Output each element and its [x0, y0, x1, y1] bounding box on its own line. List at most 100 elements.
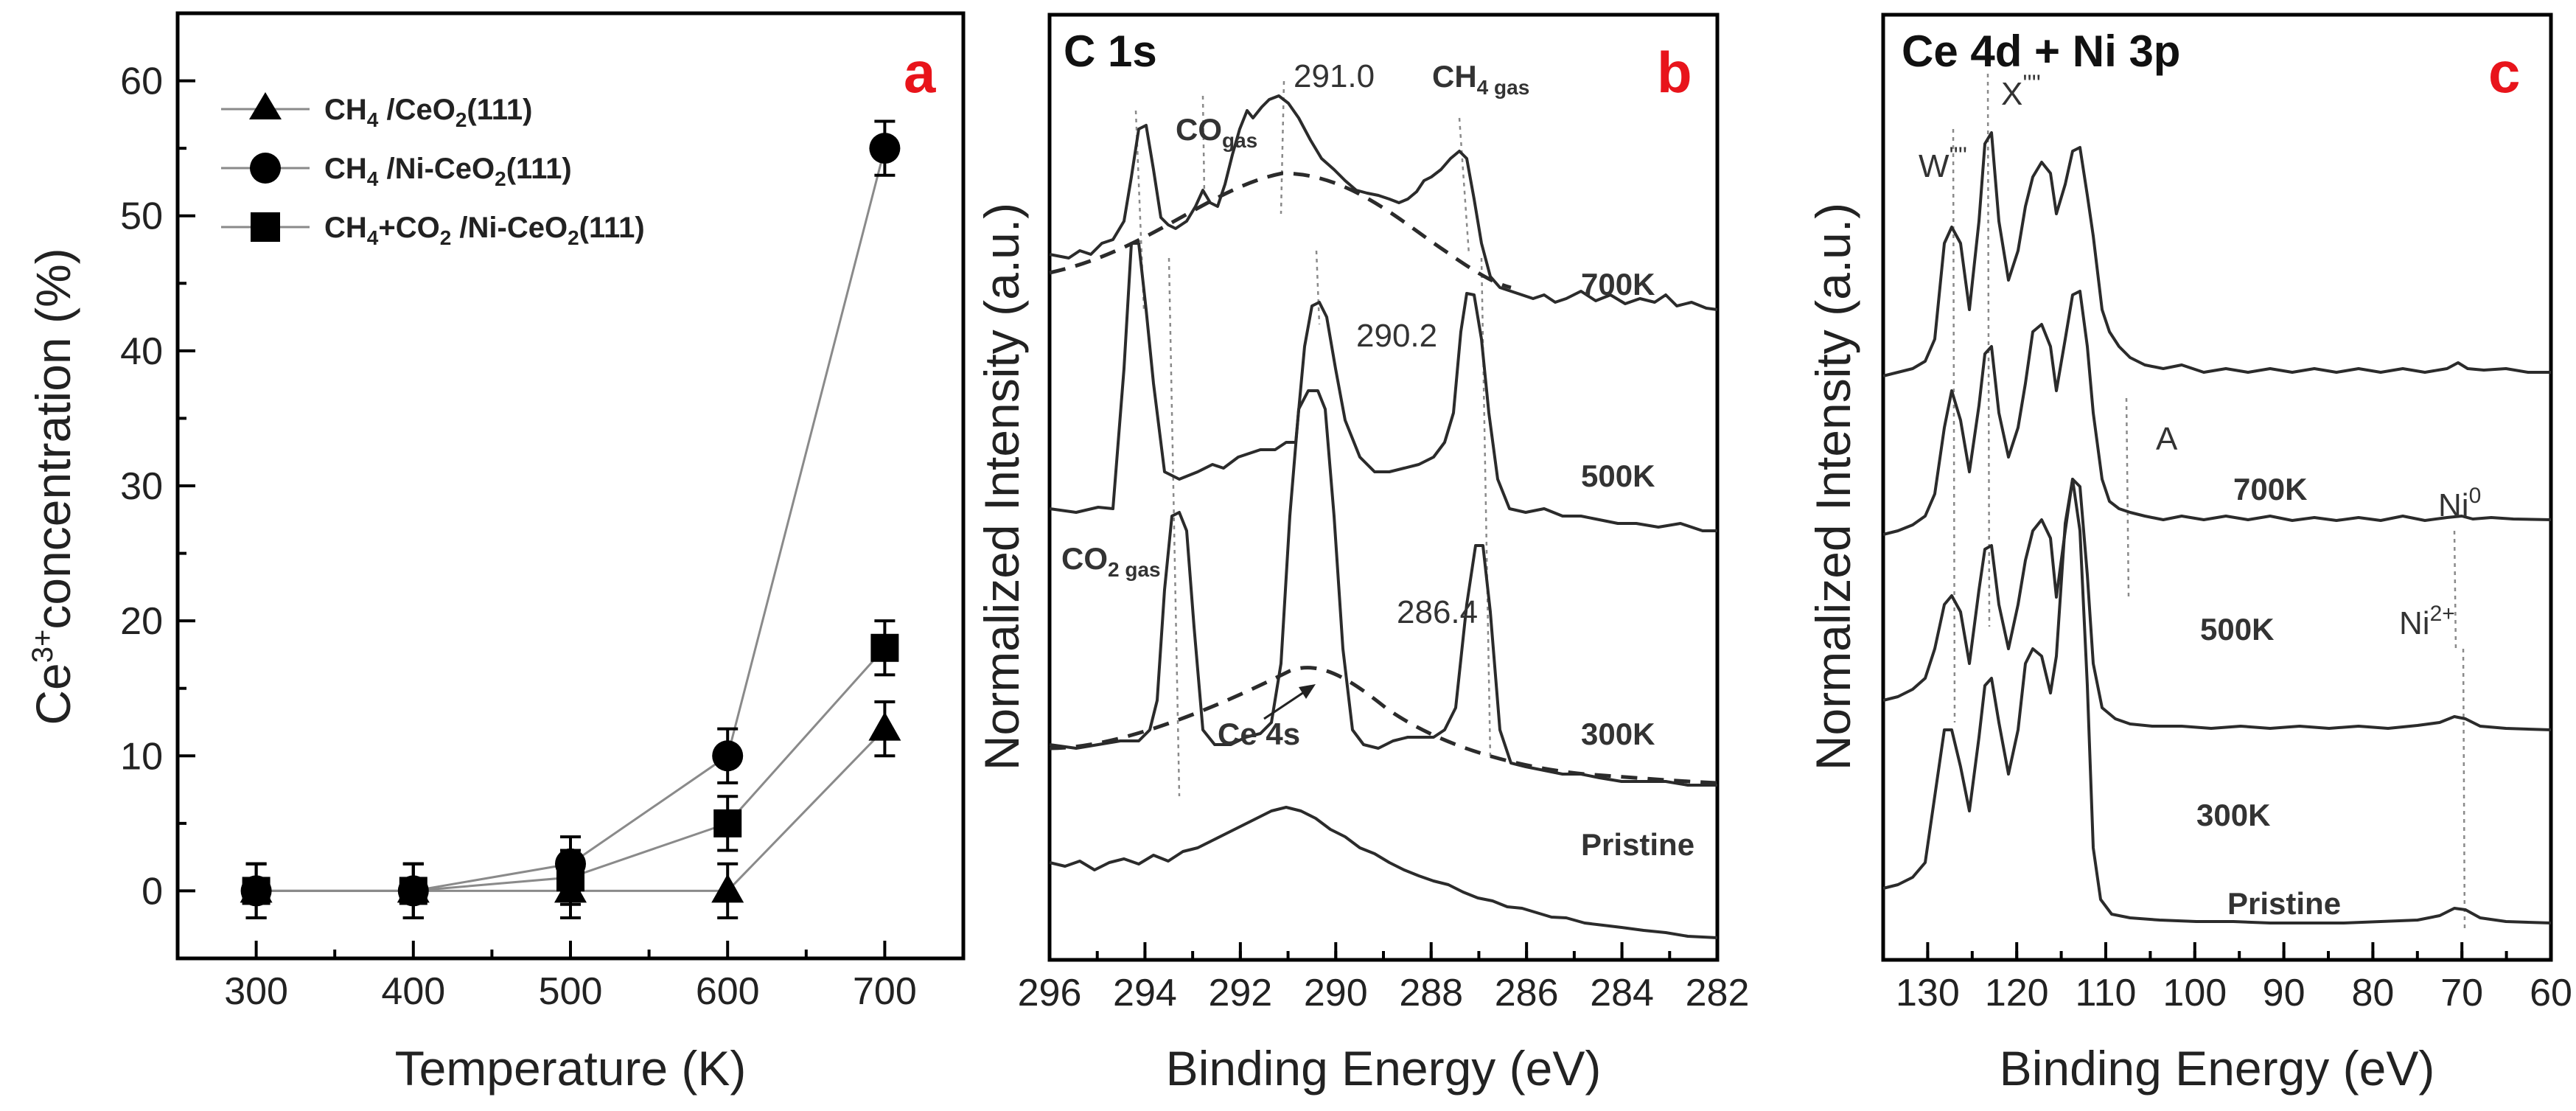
a-point-square — [870, 633, 899, 662]
xtick-label: 120 — [1985, 972, 2049, 1014]
xtick-label: 284 — [1590, 972, 1654, 1014]
legend-triangle-marker — [249, 92, 282, 119]
a-point-circle — [869, 133, 901, 164]
b-trace-pristine — [1049, 806, 1718, 939]
xtick-label: 296 — [1018, 972, 1082, 1014]
a-xtick-label: 600 — [696, 970, 760, 1013]
panel-b-letter: b — [1657, 40, 1692, 105]
a-xtick-label: 500 — [539, 970, 603, 1013]
panel-c-xlabel: Binding Energy (eV) — [2000, 1041, 2435, 1096]
legend-series-2: CH4 /Ni-CeO2(111) — [324, 153, 572, 190]
a-point-square — [399, 877, 427, 905]
xtick-label: 130 — [1896, 972, 1960, 1014]
xtick-label: 286 — [1495, 972, 1559, 1014]
a-ytick-label: 60 — [120, 60, 163, 103]
a-ytick-label: 40 — [120, 330, 163, 373]
c-ni0-label: Ni0 — [2438, 484, 2481, 523]
xtick-label: 294 — [1113, 972, 1177, 1014]
a-ytick-label: 10 — [120, 735, 163, 778]
a-point-square — [242, 877, 270, 905]
legend-series-1: CH4 /CeO2(111) — [324, 94, 532, 131]
c-guide-ni2 — [2462, 648, 2466, 933]
b-background-300K — [1049, 666, 1718, 785]
a-xtick-label: 400 — [381, 970, 445, 1013]
c-a-label: A — [2156, 421, 2178, 457]
a-ytick-label: 20 — [120, 600, 163, 643]
c-ni2-label: Ni2+ — [2399, 602, 2455, 641]
c-guide-ni0 — [2453, 530, 2457, 653]
a-point-triangle — [868, 711, 901, 741]
panel-a-ylabel: Ce3+concentration (%) — [26, 248, 80, 725]
panel-a-legend: CH4 /CeO2(111) CH4 /Ni-CeO2(111) CH4+CO2… — [221, 92, 645, 249]
panel-c-title: Ce 4d + Ni 3p — [1902, 27, 2180, 76]
panel-c: c Ce 4d + Ni 3p 130 120 110 100 90 80 70 60 Bin… — [1806, 13, 2572, 1096]
c-trace-500K — [1882, 290, 2552, 536]
legend-square-marker — [251, 212, 280, 242]
a-point-circle — [712, 740, 744, 772]
b-label-pristine: Pristine — [1581, 827, 1694, 862]
a-ytick-label: 0 — [142, 870, 163, 913]
c-label-pristine: Pristine — [2227, 886, 2341, 921]
a-point-square — [556, 863, 584, 892]
c-label-700K: 700K — [2233, 472, 2307, 506]
a-xtick-label: 700 — [853, 970, 917, 1013]
panel-a: a 300 400 500 600 700 0 10 20 30 40 50 60 Temperatu… — [26, 11, 966, 1096]
xtick-label: 292 — [1208, 972, 1272, 1014]
panel-b-ylabel: Normalized Intensity (a.u.) — [974, 203, 1029, 770]
c-trace-300K — [1882, 478, 2552, 731]
b-ce4s: Ce 4s — [1218, 717, 1300, 751]
c-w-label: W'''' — [1919, 142, 1967, 184]
c-trace-700K — [1882, 131, 2551, 377]
c-label-500K: 500K — [2200, 612, 2274, 647]
b-guide-293 — [1167, 257, 1181, 797]
b-peak-290: 290.2 — [1356, 318, 1437, 354]
b-guide-286 — [1480, 257, 1492, 760]
xtick-label: 90 — [2263, 972, 2306, 1014]
b-label-700K: 700K — [1581, 267, 1655, 302]
xtick-label: 70 — [2440, 972, 2483, 1014]
a-ytick-label: 50 — [120, 195, 163, 238]
c-guide-a — [2125, 397, 2130, 598]
panel-b: b C 1s 296 294 292 290 288 286 284 282 Binding … — [974, 13, 1750, 1096]
xtick-label: 282 — [1686, 972, 1750, 1014]
xtick-label: 60 — [2530, 972, 2572, 1014]
panel-a-letter: a — [904, 40, 936, 105]
panel-c-ylabel: Normalized Intensity (a.u.) — [1806, 203, 1860, 770]
b-ce4s-arrow — [1263, 688, 1309, 720]
c-trace-pristine — [1882, 478, 2552, 924]
b-ce4s-arrowhead — [1299, 684, 1316, 699]
a-series-line-2 — [256, 147, 886, 892]
b-co2-gas: CO2 gas — [1061, 541, 1161, 581]
xtick-label: 288 — [1399, 972, 1463, 1014]
b-guide-291 — [1280, 80, 1285, 215]
b-ch4-gas: CH4 gas — [1432, 59, 1529, 99]
b-trace-700K — [1049, 94, 1718, 311]
b-background-700K — [1049, 171, 1512, 290]
panel-a-xlabel: Temperature (K) — [395, 1041, 747, 1096]
a-xtick-label: 300 — [224, 970, 288, 1013]
b-guide-287 — [1458, 117, 1470, 255]
b-peak-291: 291.0 — [1294, 58, 1375, 94]
a-point-square — [713, 809, 742, 837]
b-co-gas: COgas — [1176, 112, 1257, 152]
b-trace-300K — [1049, 389, 1717, 787]
b-label-300K: 300K — [1581, 717, 1655, 751]
panel-c-letter: c — [2488, 40, 2520, 105]
legend-series-3: CH4+CO2 /Ni-CeO2(111) — [324, 212, 645, 249]
panel-b-xlabel: Binding Energy (eV) — [1166, 1041, 1602, 1096]
b-guide-292 — [1201, 95, 1206, 196]
xtick-label: 100 — [2163, 972, 2227, 1014]
panel-b-title: C 1s — [1064, 27, 1157, 76]
a-ytick-label: 30 — [120, 465, 163, 508]
c-x-label: X'''' — [2001, 70, 2041, 112]
b-label-500K: 500K — [1581, 459, 1655, 493]
c-label-300K: 300K — [2196, 798, 2270, 832]
b-trace-500K — [1049, 242, 1717, 532]
xtick-label: 80 — [2351, 972, 2394, 1014]
xtick-label: 290 — [1304, 972, 1368, 1014]
b-guide-290 — [1315, 250, 1321, 325]
c-guide-w — [1952, 128, 1956, 723]
a-point-triangle — [711, 874, 744, 903]
xtick-label: 110 — [2076, 972, 2137, 1014]
